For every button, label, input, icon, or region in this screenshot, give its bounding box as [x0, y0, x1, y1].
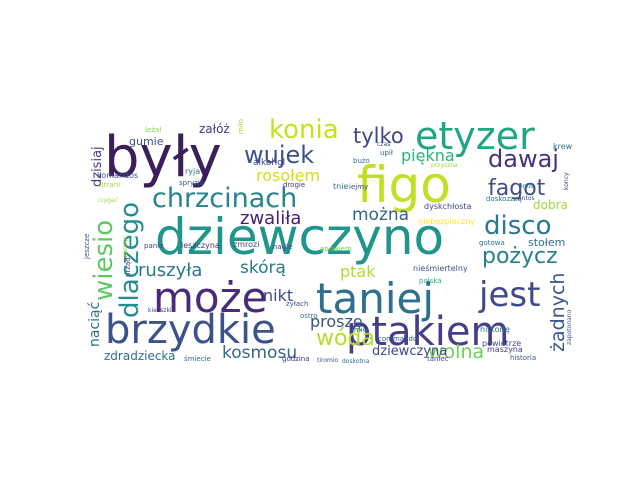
word: taniec	[427, 355, 449, 363]
word: naciąć	[87, 301, 103, 347]
word: gotowa	[479, 239, 505, 247]
word: dziewczyno	[155, 208, 445, 266]
word: niebezpieczny	[418, 217, 476, 226]
word: miło	[237, 118, 245, 134]
word: jest	[479, 275, 541, 315]
word: ryja	[185, 167, 201, 176]
word: załóż	[199, 122, 230, 136]
word: żyłach	[286, 300, 309, 308]
word: upił	[380, 149, 393, 157]
word: godzina	[282, 355, 310, 363]
word: konia	[269, 115, 339, 145]
word: kosmosu	[222, 343, 298, 363]
word: proszę	[310, 312, 363, 331]
word: były	[104, 125, 222, 190]
word: zwaliła	[240, 208, 302, 229]
word: doskotna	[342, 358, 370, 365]
word: wolna	[428, 341, 485, 363]
word: chrzcinach	[152, 183, 298, 214]
word: emili	[519, 183, 534, 190]
word: doskozzzą	[486, 195, 522, 203]
word: zmrozi	[233, 240, 260, 249]
word: ptak	[340, 262, 376, 281]
word: powietrze	[482, 339, 522, 348]
word: maszyna	[487, 345, 523, 354]
word: stołem	[528, 236, 566, 249]
word: nikt	[263, 286, 294, 305]
word: historia	[510, 354, 537, 362]
word: może	[153, 273, 268, 322]
word: ptakiem	[346, 309, 510, 355]
word: fagot	[488, 176, 546, 201]
word: taniej	[316, 274, 435, 323]
word: antos	[518, 195, 535, 202]
word: disco	[484, 211, 552, 241]
word: urząd	[124, 257, 132, 277]
word: wóda	[316, 326, 375, 351]
word: śmiecie	[184, 355, 211, 363]
word: ruszyła	[138, 260, 203, 281]
word: pożycz	[482, 244, 558, 269]
word: komandos	[97, 171, 139, 180]
word: wiesio	[89, 219, 119, 301]
word: wierzyc	[122, 235, 129, 258]
word: tylko	[353, 124, 404, 148]
word: jeszcze	[83, 233, 91, 259]
word: wujek	[244, 141, 315, 169]
word: commando	[378, 335, 418, 343]
word: etyzer	[415, 114, 535, 158]
word: bużo	[353, 157, 370, 165]
word: dziewczyna	[372, 344, 448, 359]
word: koncy	[563, 172, 570, 190]
word: kieliszki	[148, 307, 172, 314]
word: panie	[144, 242, 164, 250]
word: czas	[377, 141, 391, 148]
word: alkohol	[253, 158, 286, 168]
word: dobra	[533, 198, 568, 212]
word: skórą	[240, 258, 286, 278]
word: citrani	[98, 181, 121, 189]
word: piękna	[401, 146, 455, 165]
word: tiromio	[317, 357, 339, 364]
word: dyskchłosta	[424, 202, 472, 211]
word: historię	[480, 325, 510, 334]
word: imię	[352, 326, 368, 334]
word: polska	[419, 277, 442, 285]
word: drogie	[283, 181, 306, 189]
word: rosołem	[256, 166, 321, 185]
word: leszczyna	[181, 241, 220, 250]
word: zapotonano	[566, 309, 573, 345]
word: krew	[553, 142, 573, 151]
word: zdradziecka	[104, 349, 176, 363]
word: rzygać	[98, 197, 118, 204]
word: leżał	[145, 126, 162, 134]
word: nagle	[273, 243, 293, 251]
word: opowiem	[320, 245, 352, 253]
word: można	[352, 205, 410, 225]
word: gumie	[129, 135, 164, 148]
word: przyszna	[431, 162, 458, 169]
word: iejmy	[349, 183, 369, 191]
word: spryżja	[179, 179, 205, 187]
word: brzydkie	[105, 307, 276, 353]
word: tnie	[333, 182, 349, 191]
word: ostro	[300, 312, 318, 320]
word: dawaj	[488, 145, 559, 173]
word: figo	[357, 156, 451, 214]
word: nieśmiertelny	[413, 264, 468, 273]
